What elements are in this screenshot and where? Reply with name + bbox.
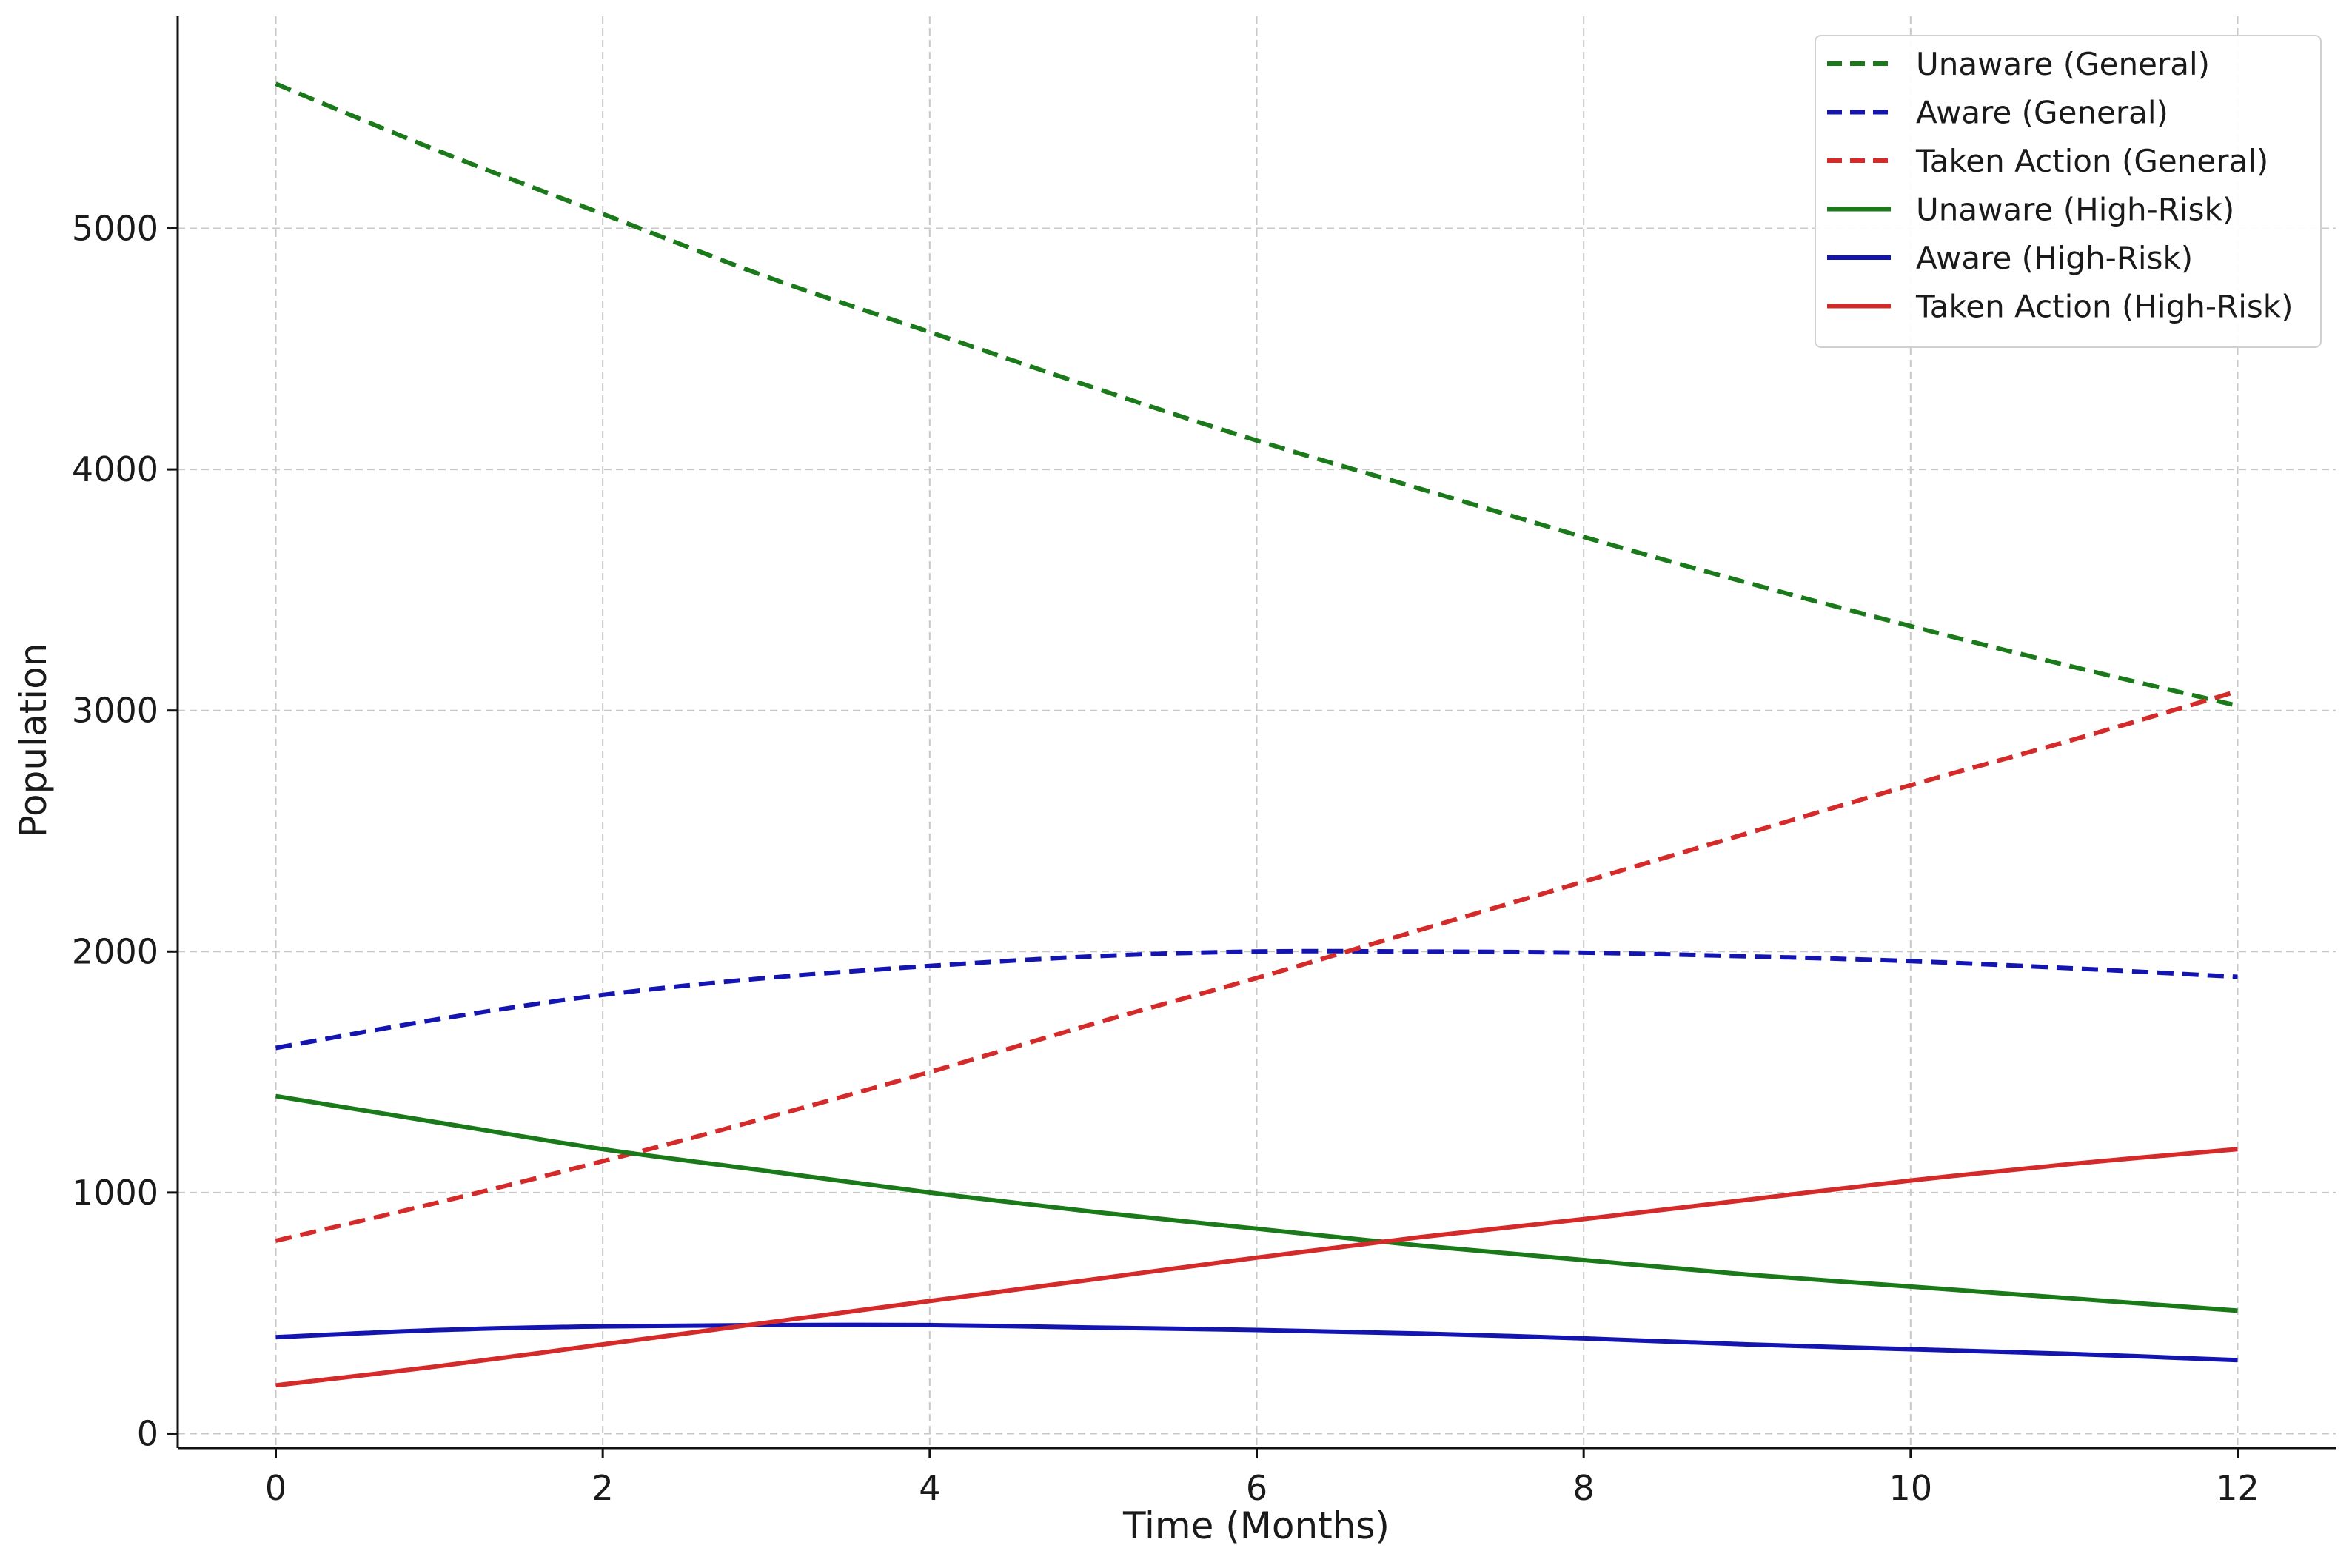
x-axis-title: Time (Months): [1122, 1504, 1390, 1547]
legend-label: Taken Action (High-Risk): [1915, 289, 2293, 325]
x-tick-label: 10: [1889, 1468, 1933, 1508]
series-line-3: [275, 688, 2239, 1243]
legend-label: Unaware (High-Risk): [1916, 192, 2234, 228]
legend-label: Aware (General): [1916, 95, 2168, 131]
y-tick-label: 4000: [72, 449, 158, 489]
x-tick-label: 2: [592, 1468, 614, 1508]
series-line-4: [275, 1093, 2238, 1313]
series-line-1: [275, 81, 2239, 708]
y-tick-label: 3000: [72, 691, 158, 731]
series-lines: [275, 81, 2239, 1388]
y-tick-label: 1000: [72, 1173, 158, 1213]
axes: 0 2 4 6 8 10 12 0 1000 2000 3000 4000 5000: [72, 16, 2336, 1508]
x-tick-label: 4: [919, 1468, 940, 1508]
series-line-5: [275, 1322, 2238, 1363]
x-tick-label: 12: [2216, 1468, 2259, 1508]
legend-box: [1815, 35, 2322, 348]
y-tick-label: 5000: [72, 209, 158, 249]
series-line-2: [275, 948, 2238, 1051]
y-tick-label: 2000: [72, 931, 158, 971]
x-tick-label: 0: [265, 1468, 287, 1508]
legend-label: Taken Action (General): [1915, 143, 2268, 179]
x-tick-label: 6: [1246, 1468, 1267, 1508]
y-tick-label: 0: [137, 1413, 158, 1453]
legend-label: Unaware (General): [1916, 46, 2210, 82]
legend-label: Aware (High-Risk): [1916, 240, 2193, 276]
series-line-6: [275, 1147, 2238, 1388]
x-tick-label: 8: [1573, 1468, 1595, 1508]
legend: Unaware (General) Aware (General) Taken Ac…: [1815, 35, 2322, 348]
y-axis-title: Population: [12, 643, 55, 838]
